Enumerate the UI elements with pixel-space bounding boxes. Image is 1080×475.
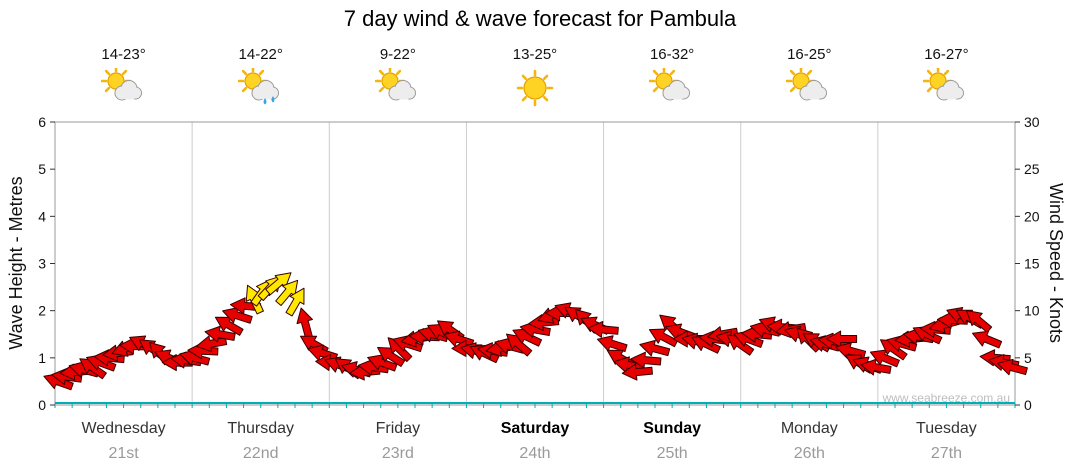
right-axis-tick-label: 5	[1024, 350, 1032, 366]
day-name-monday: Monday	[780, 420, 838, 437]
sun-icon	[516, 69, 554, 107]
wind-arrow	[196, 335, 228, 353]
sun-cloud-icon	[100, 65, 142, 101]
watermark: www.seabreeze.com.au	[882, 391, 1010, 405]
temp-range-saturday: 13-25°	[512, 46, 558, 63]
wind-arrow	[204, 325, 236, 343]
day-date-thursday: 22nd	[242, 445, 279, 462]
right-axis-title: Wind Speed - Knots	[1046, 182, 1066, 344]
day-date-sunday: 25th	[656, 445, 688, 462]
wind-arrow	[639, 339, 671, 357]
temp-range-friday: 9-22°	[379, 46, 416, 63]
day-name-saturday: Saturday	[500, 420, 570, 437]
right-axis-tick-label: 15	[1024, 256, 1040, 272]
day-date-wednesday: 21st	[108, 445, 139, 462]
left-axis-tick-label: 3	[38, 256, 46, 272]
left-axis-tick-label: 5	[38, 161, 46, 177]
right-axis-tick-label: 30	[1024, 114, 1040, 130]
sun-cloud-icon	[923, 65, 965, 101]
day-name-tuesday: Tuesday	[916, 420, 977, 437]
temp-range-wednesday: 14-23°	[101, 46, 146, 63]
sun-cloud-icon	[648, 65, 691, 101]
wind-arrow	[972, 330, 1003, 349]
left-axis-tick-label: 1	[38, 350, 46, 366]
wind-arrow	[285, 287, 305, 317]
wind-arrow	[965, 309, 993, 333]
wind-arrow	[296, 307, 313, 339]
left-axis-title: Wave Height - Metres	[6, 176, 26, 350]
weather-icon-thursday	[237, 65, 284, 113]
wind-arrow	[630, 351, 662, 369]
day-name-thursday: Thursday	[227, 420, 295, 437]
day-date-friday: 23rd	[381, 445, 414, 462]
left-axis-tick-label: 0	[38, 397, 46, 413]
weather-icon-wednesday	[100, 65, 147, 113]
left-axis-tick-label: 6	[38, 114, 46, 130]
day-name-sunday: Sunday	[643, 420, 702, 437]
temp-range-monday: 16-25°	[787, 46, 832, 63]
right-axis-tick-label: 10	[1024, 303, 1040, 319]
wind-arrow	[587, 320, 619, 338]
sun-cloud-rain-icon	[237, 65, 279, 105]
weather-icon-monday	[785, 65, 832, 113]
day-date-tuesday: 27th	[930, 445, 962, 462]
sun-cloud-icon	[785, 65, 828, 101]
left-axis-tick-label: 4	[38, 208, 46, 224]
day-name-friday: Friday	[375, 420, 421, 437]
sun-cloud-icon	[374, 65, 416, 101]
weather-icon-friday	[374, 65, 421, 113]
weather-icon-saturday	[512, 68, 558, 113]
right-axis-tick-label: 20	[1024, 208, 1040, 224]
wind-arrow	[621, 363, 653, 381]
temp-range-tuesday: 16-27°	[924, 46, 969, 63]
temp-range-thursday: 14-22°	[238, 46, 283, 63]
wind-arrow	[997, 358, 1028, 376]
day-date-saturday: 24th	[519, 445, 551, 462]
weather-icon-tuesday	[923, 65, 969, 113]
temp-range-sunday: 16-32°	[649, 46, 695, 63]
chart-title: 7 day wind & wave forecast for Pambula	[343, 6, 737, 31]
day-name-wednesday: Wednesday	[81, 420, 166, 437]
weather-icon-sunday	[648, 65, 695, 113]
left-axis-tick-label: 2	[38, 303, 46, 319]
right-axis-tick-label: 25	[1024, 161, 1040, 177]
day-date-monday: 26th	[793, 445, 825, 462]
right-axis-tick-label: 0	[1024, 397, 1032, 413]
